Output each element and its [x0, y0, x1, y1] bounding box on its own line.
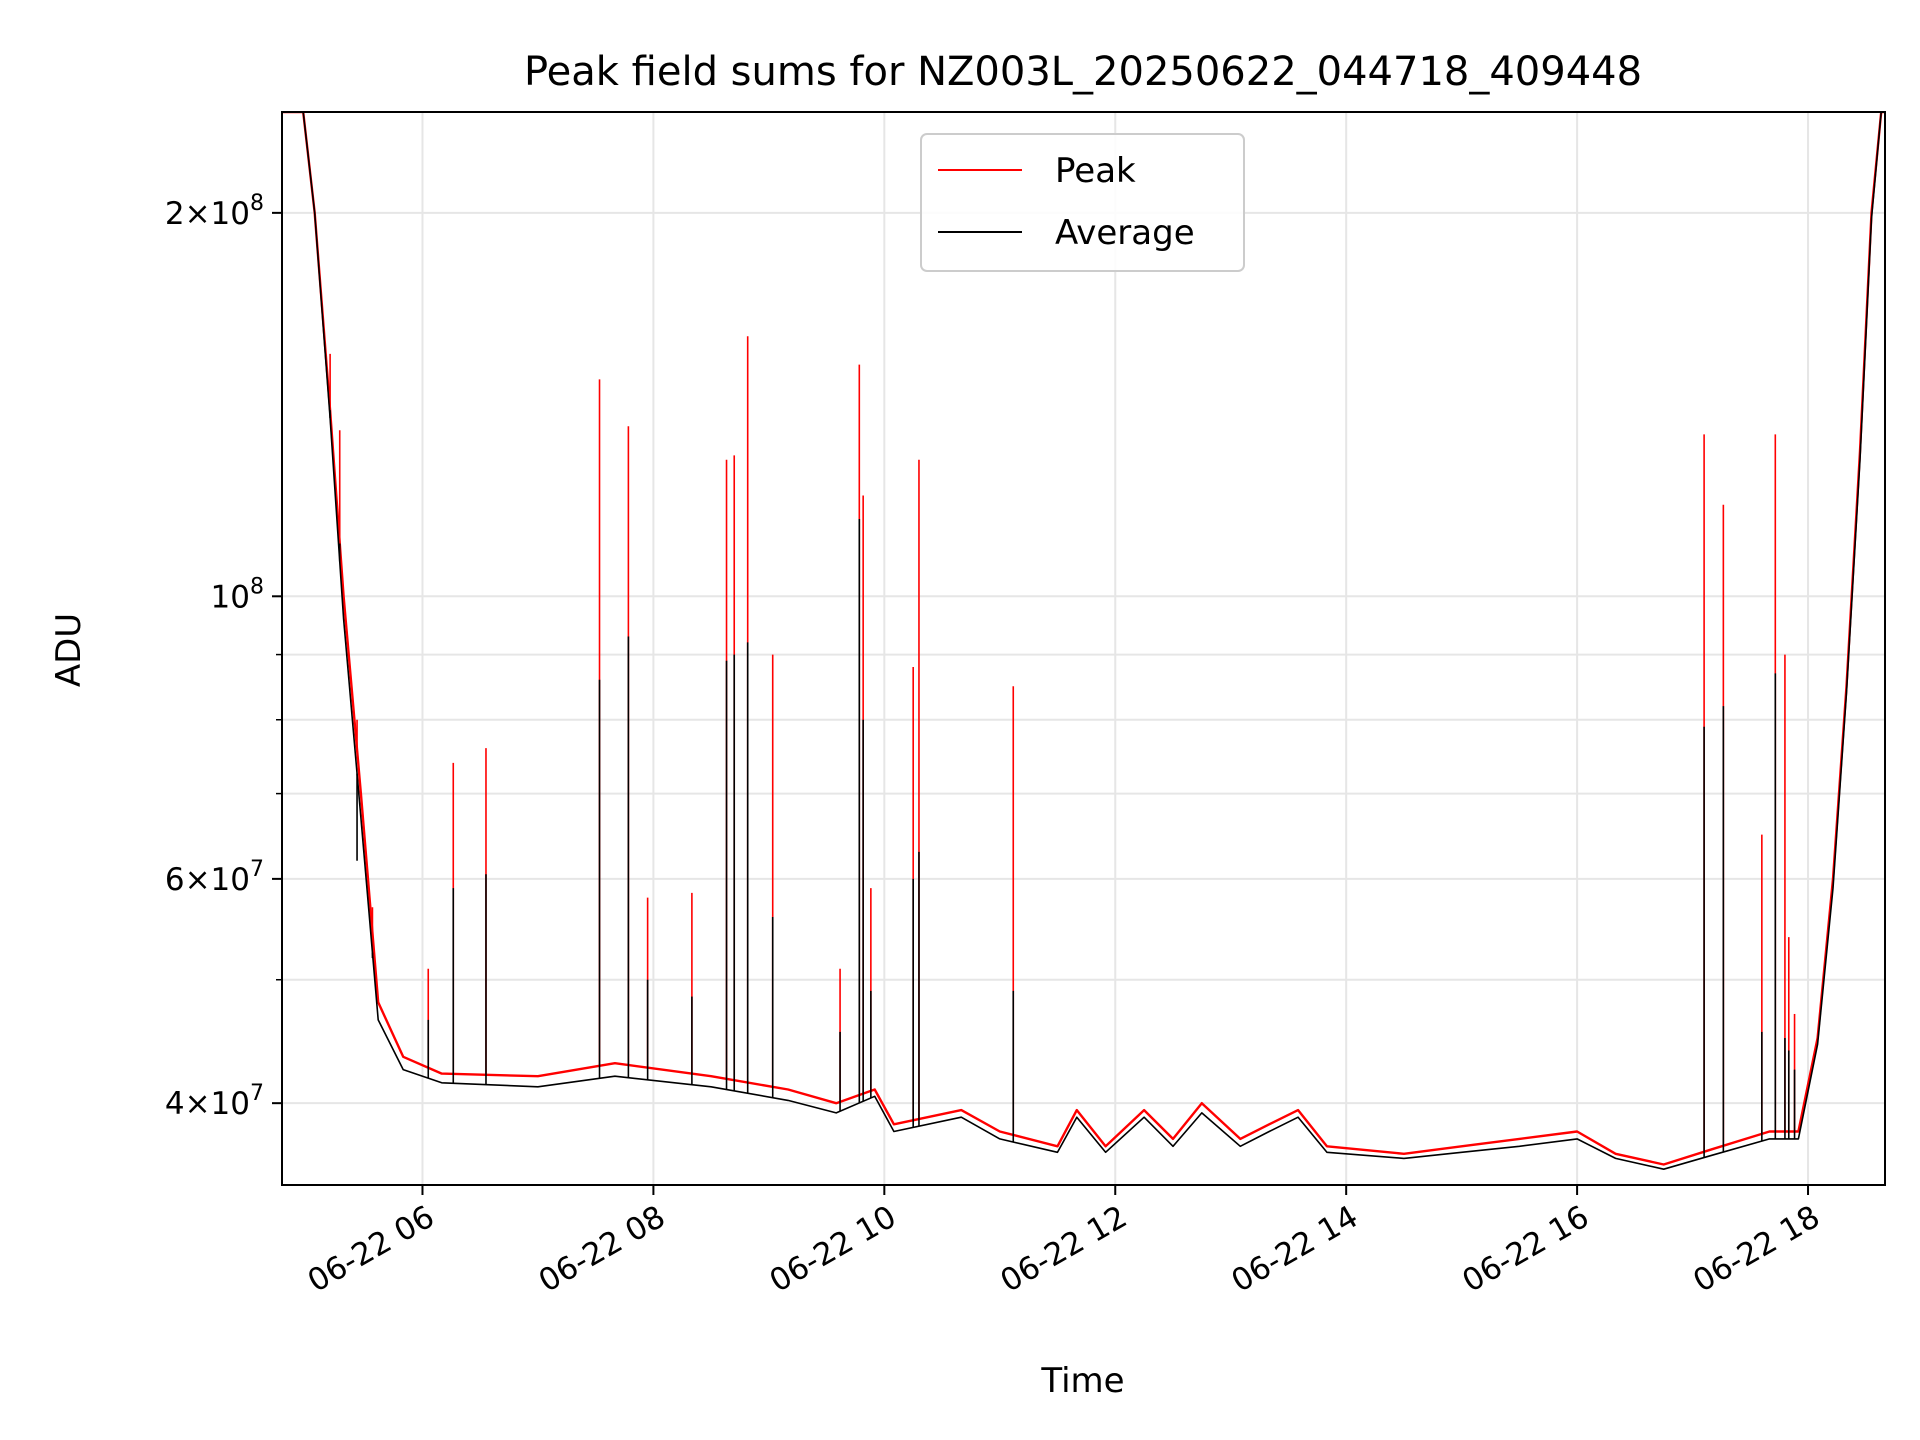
y-axis-label: ADU — [49, 613, 89, 687]
legend-label-average: Average — [1055, 213, 1195, 253]
series-line-peak — [282, 112, 1885, 1166]
y-tick-label: 6×107 — [165, 857, 264, 898]
x-axis-label: Time — [1040, 1361, 1124, 1401]
legend-box — [920, 133, 1245, 272]
y-tick-label: 4×107 — [165, 1081, 264, 1122]
y-axis: 4×107 6×107 108 2×108 — [165, 191, 282, 1122]
chart-title: Peak field sums for NZ003L_20250622_0447… — [524, 49, 1642, 95]
series-group — [282, 112, 1885, 1170]
y-tick-label: 2×108 — [165, 191, 264, 232]
legend: Peak Average — [920, 133, 1245, 272]
y-tick-label: 108 — [211, 574, 264, 615]
plot-area-frame — [281, 111, 1886, 1186]
series-layer — [282, 112, 1885, 1170]
series-line-average — [282, 112, 1885, 1170]
legend-label-peak: Peak — [1055, 151, 1136, 191]
